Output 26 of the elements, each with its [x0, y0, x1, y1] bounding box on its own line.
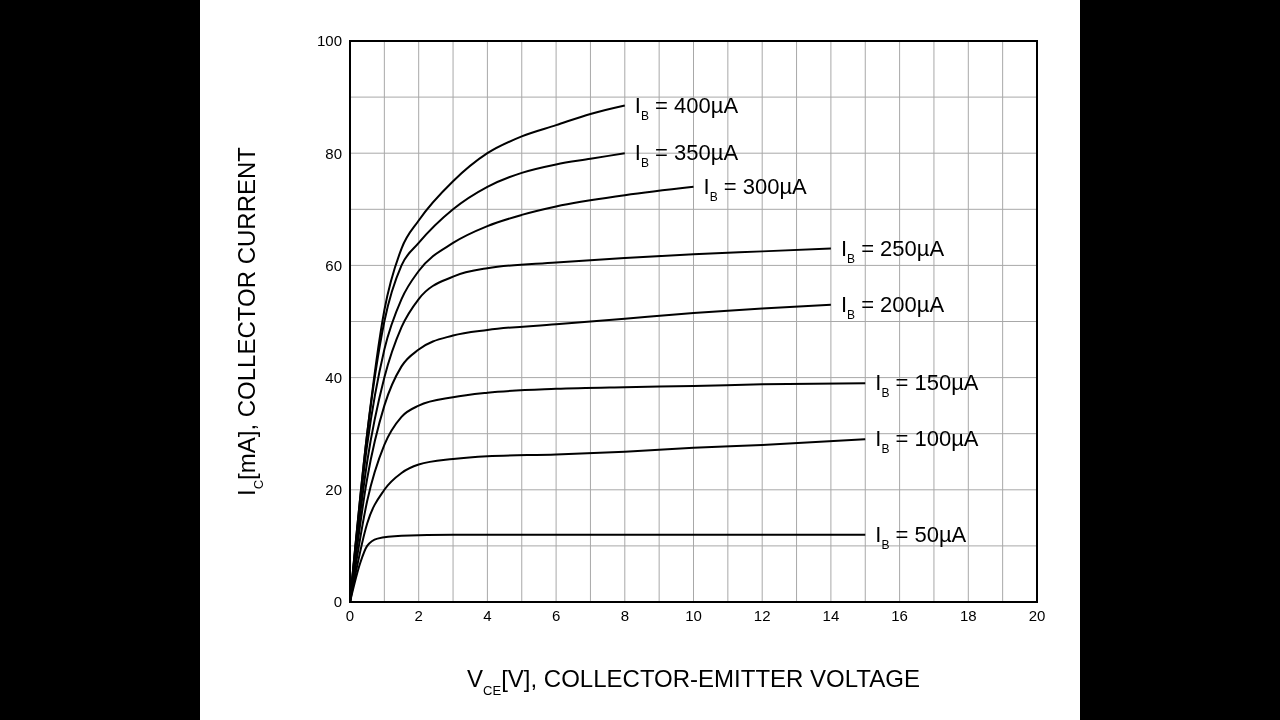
- x-tick-label: 4: [483, 606, 492, 624]
- x-tick-label: 12: [753, 606, 771, 624]
- series-label: I$_{B}$ = 150µA: [875, 370, 979, 401]
- y-tick-label: 80: [325, 144, 342, 162]
- x-tick-label: 6: [551, 606, 561, 624]
- x-tick-label: 16: [891, 606, 908, 624]
- series-label: I$_{B}$ = 250µA: [840, 235, 945, 266]
- y-tick-label: 20: [325, 481, 342, 499]
- series-label: I$_{B}$ = 50µA: [875, 521, 967, 552]
- y-tick-label: 60: [325, 256, 342, 274]
- x-tick-label: 18: [959, 606, 977, 624]
- series-label: I$_{B}$ = 350µA: [634, 140, 739, 171]
- x-tick-label: 10: [685, 606, 702, 624]
- y-tick-label: 100: [316, 32, 342, 50]
- x-tick-label: 0: [345, 606, 355, 624]
- y-tick-label: 0: [333, 593, 342, 611]
- series-label: I$_{B}$ = 300µA: [703, 173, 808, 204]
- series-label: I$_{B}$ = 400µA: [634, 92, 739, 123]
- series-label: I$_{B}$ = 200µA: [840, 291, 945, 322]
- x-tick-label: 14: [822, 606, 840, 624]
- x-tick-label: 2: [414, 606, 423, 624]
- x-tick-label: 20: [1028, 606, 1046, 624]
- x-tick-label: 8: [620, 606, 629, 624]
- series-label: I$_{B}$ = 100µA: [875, 426, 979, 457]
- y-tick-label: 40: [325, 368, 342, 386]
- x-axis-title: V$_{CE}$[V], COLLECTOR-EMITTER VOLTAGE: [467, 665, 920, 698]
